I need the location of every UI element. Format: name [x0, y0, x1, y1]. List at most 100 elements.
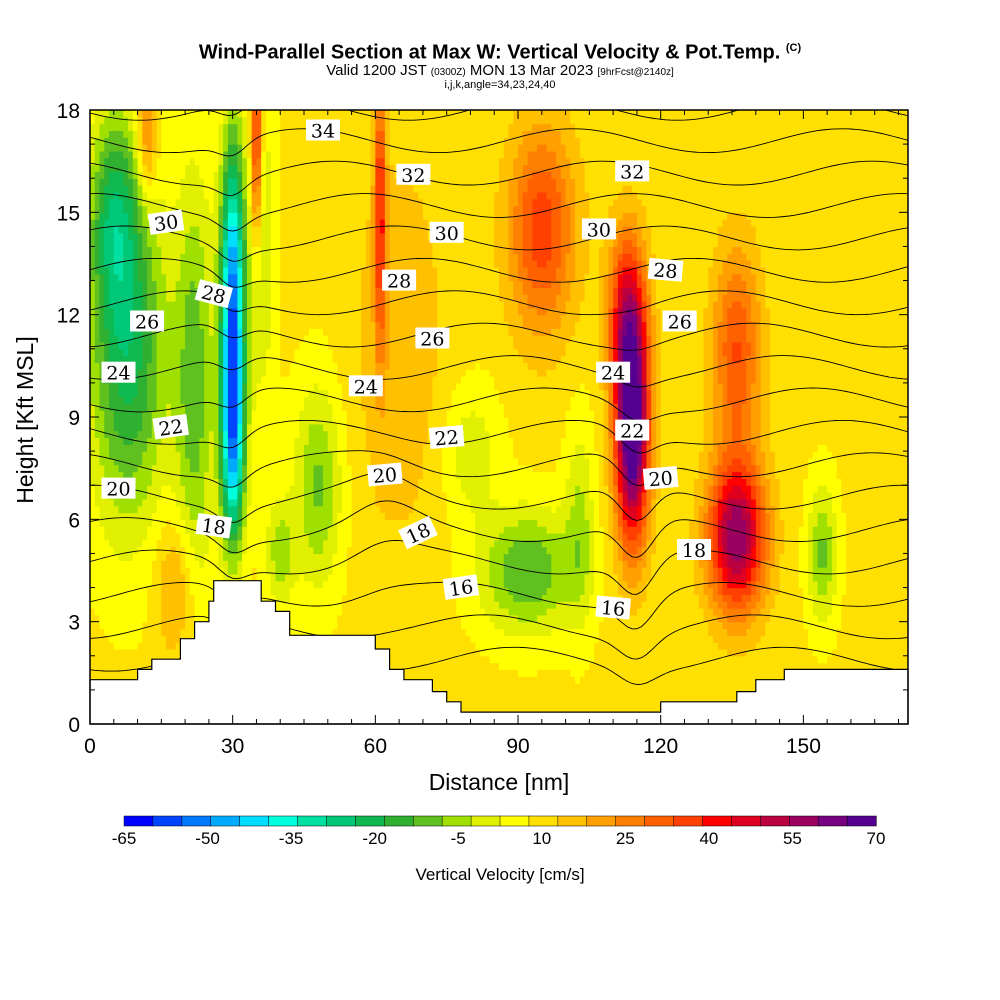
velocity-cell: [94, 232, 101, 241]
velocity-cell: [90, 608, 96, 616]
velocity-cell: [104, 321, 110, 329]
velocity-cell: [327, 205, 334, 213]
velocity-cell: [299, 191, 305, 200]
velocity-cell: [308, 355, 315, 364]
velocity-cell: [337, 321, 343, 329]
velocity-cell: [185, 608, 191, 616]
velocity-cell: [128, 614, 134, 623]
velocity-cell: [118, 587, 124, 595]
velocity-cell: [151, 648, 158, 657]
velocity-cell: [284, 410, 291, 418]
velocity-cell: [284, 560, 291, 568]
velocity-cell: [94, 430, 101, 439]
velocity-cell: [180, 341, 186, 350]
velocity-cell: [142, 423, 148, 432]
velocity-cell: [318, 294, 324, 302]
velocity-cell: [99, 642, 105, 650]
velocity-cell: [242, 478, 248, 486]
velocity-cell: [147, 614, 153, 623]
velocity-cell: [213, 369, 220, 377]
velocity-cell: [151, 628, 158, 636]
velocity-cell: [275, 553, 281, 561]
velocity-cell: [128, 164, 134, 172]
velocity-cell: [299, 464, 305, 473]
velocity-cell: [128, 348, 134, 357]
velocity-cell: [280, 232, 286, 241]
velocity-cell: [175, 532, 181, 541]
velocity-cell: [199, 123, 205, 132]
velocity-cell: [137, 539, 143, 548]
velocity-cell: [94, 389, 101, 398]
velocity-cell: [332, 512, 338, 520]
velocity-cell: [90, 594, 96, 602]
velocity-cell: [170, 437, 177, 445]
velocity-cell: [128, 539, 134, 548]
velocity-cell: [118, 273, 124, 282]
velocity-cell: [142, 171, 148, 179]
velocity-cell: [170, 601, 177, 609]
velocity-cell: [308, 498, 315, 507]
velocity-cell: [261, 321, 267, 329]
velocity-cell: [332, 608, 338, 616]
velocity-cell: [313, 478, 319, 486]
velocity-cell: [265, 539, 272, 548]
velocity-cell: [185, 225, 191, 234]
velocity-cell: [194, 546, 200, 555]
velocity-cell: [208, 532, 215, 541]
velocity-cell: [104, 594, 110, 602]
velocity-cell: [194, 266, 200, 275]
velocity-cell: [161, 594, 167, 602]
velocity-cell: [304, 144, 310, 152]
velocity-cell: [299, 362, 305, 370]
velocity-cell: [118, 178, 124, 186]
velocity-cell: [151, 253, 158, 261]
velocity-cell: [189, 410, 196, 418]
velocity-cell: [99, 321, 105, 329]
velocity-cell: [227, 341, 234, 350]
velocity-cell: [185, 410, 191, 418]
velocity-cell: [90, 348, 96, 357]
velocity-cell: [99, 430, 105, 439]
velocity-cell: [99, 648, 105, 657]
velocity-cell: [90, 560, 96, 568]
velocity-cell: [308, 335, 315, 343]
velocity-cell: [175, 389, 181, 398]
velocity-cell: [147, 553, 153, 561]
velocity-cell: [246, 492, 253, 500]
velocity-cell: [199, 246, 205, 254]
velocity-cell: [223, 437, 229, 445]
velocity-cell: [270, 573, 277, 582]
velocity-cell: [227, 567, 234, 575]
velocity-cell: [242, 505, 248, 514]
velocity-cell: [175, 164, 181, 172]
velocity-cell: [166, 505, 172, 514]
velocity-cell: [227, 266, 234, 275]
velocity-cell: [204, 389, 210, 398]
velocity-cell: [242, 178, 248, 186]
velocity-cell: [137, 239, 143, 248]
velocity-cell: [261, 457, 267, 466]
velocity-cell: [251, 314, 258, 323]
velocity-cell: [337, 403, 343, 411]
velocity-cell: [151, 464, 158, 473]
velocity-cell: [99, 621, 105, 630]
velocity-cell: [327, 314, 334, 323]
velocity-cell: [123, 457, 129, 466]
velocity-cell: [204, 594, 210, 602]
velocity-cell: [304, 246, 310, 254]
velocity-cell: [132, 642, 139, 650]
velocity-cell: [151, 635, 158, 643]
velocity-cell: [327, 587, 334, 595]
velocity-cell: [123, 403, 129, 411]
velocity-cell: [280, 526, 286, 534]
velocity-cell: [132, 212, 139, 220]
velocity-cell: [246, 116, 253, 125]
velocity-cell: [208, 116, 215, 125]
velocity-cell: [147, 628, 153, 636]
velocity-cell: [232, 232, 239, 241]
velocity-cell: [204, 348, 210, 357]
velocity-cell: [151, 430, 158, 439]
velocity-cell: [284, 437, 291, 445]
velocity-cell: [280, 328, 286, 336]
velocity-cell: [104, 403, 110, 411]
